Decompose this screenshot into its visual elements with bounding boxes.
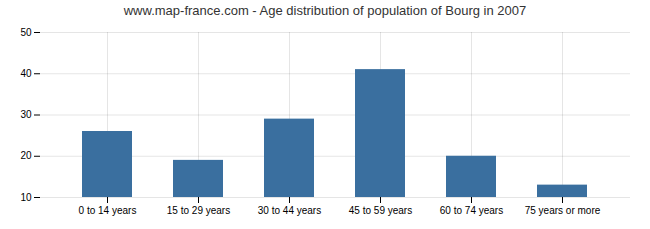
svg-text:20: 20 — [20, 150, 32, 161]
svg-text:50: 50 — [20, 27, 32, 38]
svg-text:30 to 44 years: 30 to 44 years — [258, 205, 321, 216]
svg-text:45 to 59 years: 45 to 59 years — [349, 205, 412, 216]
svg-text:60 to 74 years: 60 to 74 years — [440, 205, 503, 216]
svg-text:0 to 14 years: 0 to 14 years — [79, 205, 137, 216]
svg-text:40: 40 — [20, 68, 32, 79]
svg-text:75 years or more: 75 years or more — [525, 205, 601, 216]
svg-text:30: 30 — [20, 109, 32, 120]
svg-text:10: 10 — [20, 192, 32, 203]
html-text:www.map-france.com - Age distr: www.map-france.com - Age distribution of… — [123, 3, 527, 18]
svg-text:15 to 29 years: 15 to 29 years — [167, 205, 230, 216]
